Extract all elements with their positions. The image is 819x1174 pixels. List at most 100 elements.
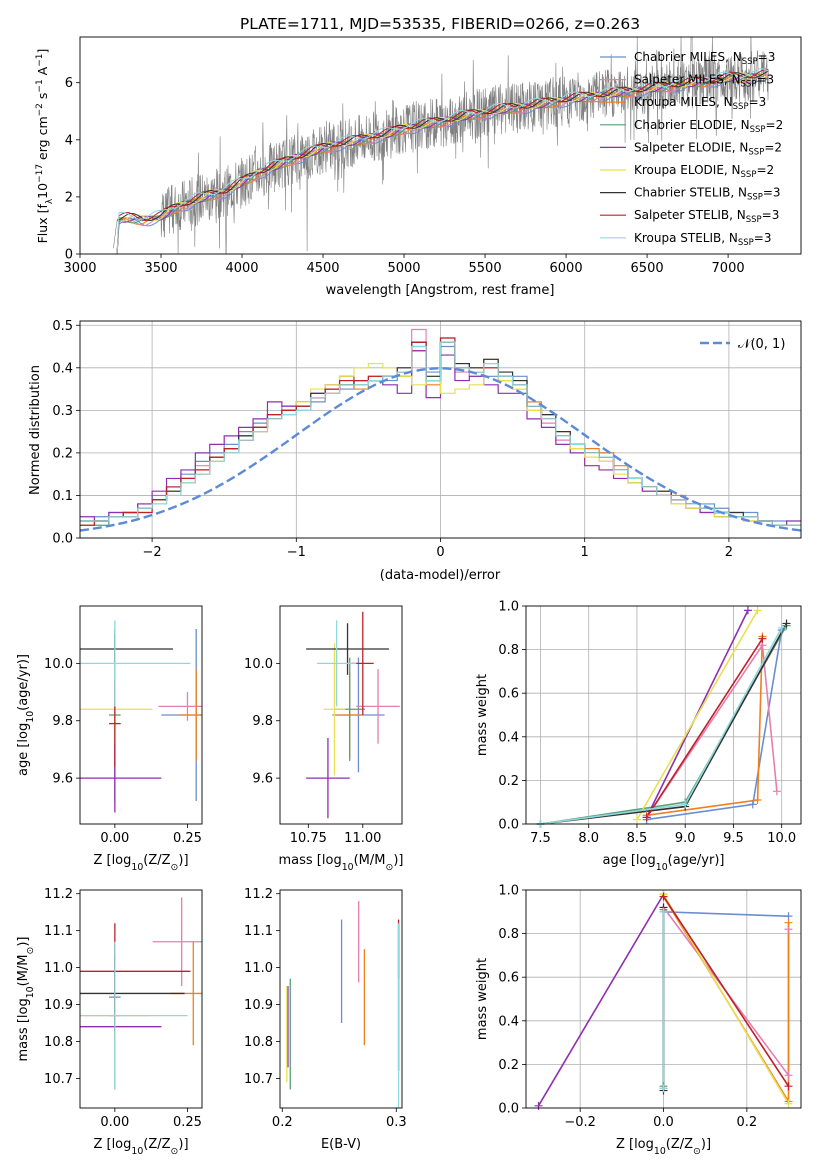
axes-frame	[79, 320, 802, 539]
errorbar-point	[80, 941, 188, 1090]
x-tick-label: 6000	[550, 261, 583, 276]
x-axis-label: Z [log10​(Z/Z⊙​)]	[93, 1137, 188, 1157]
chart-title: PLATE=1711, MJD=53535, FIBERID=0266, z=0…	[240, 15, 640, 33]
weight-line-7	[662, 896, 790, 1087]
y-tick-label: 0.3	[52, 404, 73, 419]
y-tick-label: 10.7	[244, 1072, 273, 1087]
x-tick-label: 3000	[63, 261, 96, 276]
weight-marker	[748, 800, 757, 809]
weight-marker	[784, 1099, 793, 1108]
y-tick-label: 9.8	[52, 714, 73, 729]
y-tick-label: 10.9	[244, 998, 273, 1013]
y-tick-label: 0.4	[52, 361, 73, 376]
x-tick-label: 7000	[712, 261, 745, 276]
plot-area	[286, 901, 400, 1108]
y-tick-label: 10.8	[244, 1035, 273, 1050]
legend-label: Salpeter ELODIE, NSSP=2	[634, 140, 782, 157]
x-tick-label: 0.00	[100, 831, 129, 846]
y-tick-label: 0.0	[498, 1102, 519, 1117]
y-tick-label: 4	[65, 133, 73, 148]
legend-label-tail: =2	[756, 163, 774, 177]
x-tick-label: 0.2	[272, 1115, 293, 1130]
normal-reference-curve	[80, 367, 801, 532]
x-tick-label: 0.3	[386, 1115, 407, 1130]
panel-spectrum: 3000 3500 4000 4500 5000 5500 6000 6500 7000 0 2 4 6…	[63, 36, 802, 276]
y-tick-label: 0.4	[498, 730, 519, 745]
y-tick-label: 9.6	[252, 772, 273, 787]
legend-label: Kroupa STELIB, NSSP=3	[634, 231, 772, 248]
weight-marker	[681, 800, 690, 809]
axes-frame	[525, 605, 802, 825]
y-tick-label: 11.2	[244, 887, 273, 902]
x-tick-label: 4000	[225, 261, 258, 276]
legend-label: 𝒩(0, 1)	[738, 337, 785, 352]
axes-frame	[525, 889, 802, 1109]
plot-area	[80, 897, 202, 1090]
panel-err2: 0.00 0.25 9.6 9.8 10.0	[44, 605, 203, 846]
x-axis-label: Z [log10​(Z/Z⊙​)]	[616, 1137, 711, 1157]
weight-line-3	[540, 625, 788, 824]
x-tick-label: 6500	[631, 261, 664, 276]
legend-label-main: Salpeter STELIB, N	[634, 208, 746, 222]
y-tick-label: 0	[65, 248, 73, 263]
errorbar-point	[306, 623, 389, 675]
panel-w7: −0.2 0.0 0.2 0.0 0.2 0.4 0.6 0.8 1.0	[498, 884, 802, 1130]
legend-label-sub: SSP	[747, 193, 763, 203]
y-tick-label: 0.5	[52, 319, 73, 334]
x-axis-label: wavelength [Angstrom, rest frame]	[326, 283, 555, 298]
y-tick-label: 0.4	[498, 1014, 519, 1029]
legend-label-main: Salpeter ELODIE, N	[634, 140, 748, 154]
legend-label-main: Chabrier STELIB, N	[634, 186, 747, 200]
legend-label: Chabrier MILES, NSSP=3	[634, 50, 775, 67]
x-tick-label: 8.0	[578, 831, 599, 846]
weight-line-4	[537, 893, 665, 1107]
x-tick-label: 7.5	[530, 831, 551, 846]
x-tick-label: 3500	[144, 261, 177, 276]
y-tick-label: 0.2	[52, 446, 73, 461]
model-curve-8	[113, 68, 769, 254]
legend-label-tail: =3	[758, 50, 776, 64]
weight-line-7	[645, 638, 764, 818]
x-tick-label: 2	[725, 545, 733, 560]
panel-hist: −2 −1 0 1 2 0.0 0.1 0.2 0.3 0.4 0.5 𝒩(0, 1)	[52, 319, 802, 560]
x-tick-label: 10.0	[767, 831, 796, 846]
weight-marker	[753, 796, 762, 805]
legend-label-main: Kroupa MILES, N	[634, 95, 733, 109]
weight-marker	[784, 1071, 793, 1080]
y-tick-label: 10.7	[44, 1072, 73, 1087]
legend-label: Kroupa ELODIE, NSSP=2	[634, 163, 774, 180]
plot-area	[80, 321, 801, 538]
axes-frame	[79, 889, 203, 1109]
legend-label-main: Salpeter MILES, N	[634, 73, 741, 87]
legend-label-main: Kroupa STELIB, N	[634, 231, 738, 245]
weight-marker	[659, 907, 668, 916]
model-curve-7	[113, 69, 769, 254]
y-tick-label: 0.1	[52, 489, 73, 504]
panel-w4: 7.5 8.0 8.5 9.0 9.5 10.0 0.0 0.2 0.4 0.6 0.8 1.0	[498, 600, 802, 846]
weight-marker	[659, 892, 668, 901]
legend-label: Chabrier ELODIE, NSSP=2	[634, 118, 783, 135]
axes-frame	[279, 889, 403, 1109]
y-tick-label: 0.0	[52, 532, 73, 547]
legend-label: Salpeter STELIB, NSSP=3	[634, 208, 779, 225]
legend-label-sub: SSP	[742, 57, 758, 67]
axes-frame	[279, 605, 403, 825]
legend-label-tail: =3	[749, 95, 767, 109]
x-tick-label: 0.2	[736, 1115, 757, 1130]
legend-label-main: Kroupa ELODIE, N	[634, 163, 741, 177]
x-axis-label: age [log10​(age/yr)]	[603, 853, 725, 873]
x-tick-label: 10.75	[290, 831, 327, 846]
errorbar-point	[306, 737, 350, 819]
weight-marker	[782, 619, 791, 628]
legend-label: Kroupa MILES, NSSP=3	[634, 95, 766, 112]
y-tick-label: 2	[65, 190, 73, 205]
legend-label-sub: SSP	[746, 215, 762, 225]
x-tick-label: 9.0	[675, 831, 696, 846]
y-axis-label: mass weight	[475, 958, 490, 1040]
y-axis-label: mass weight	[475, 674, 490, 756]
legend-label-tail: =3	[756, 73, 774, 87]
weight-marker	[642, 813, 651, 822]
y-tick-label: 0.6	[498, 971, 519, 986]
weight-marker	[784, 1082, 793, 1091]
legend-label-tail: =2	[764, 140, 782, 154]
